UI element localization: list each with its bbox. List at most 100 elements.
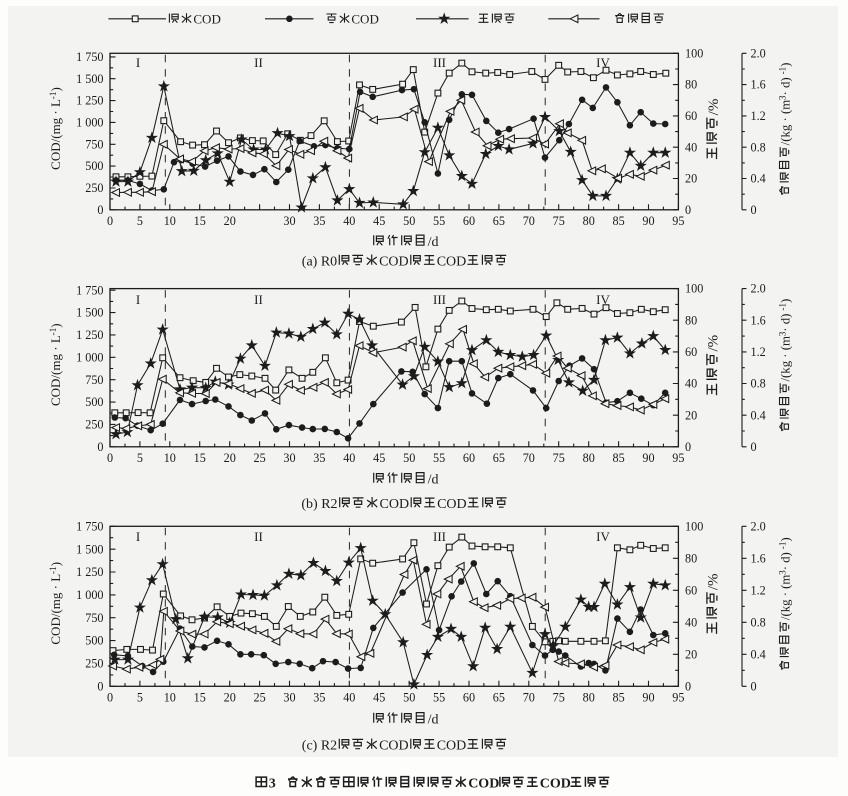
svg-text:1 500: 1 500 [76,72,103,86]
svg-text:(a) R0: (a) R0 [302,255,337,270]
svg-text:35: 35 [313,691,325,705]
svg-text:40: 40 [343,691,355,705]
svg-text:5: 5 [137,214,143,228]
svg-text:30: 30 [283,214,295,228]
svg-text:1 500: 1 500 [76,542,103,556]
svg-text:/d: /d [428,713,439,728]
svg-text:/%: /% [706,335,722,352]
svg-text:I: I [136,529,140,544]
svg-text:25: 25 [254,451,266,465]
svg-text:0.8: 0.8 [751,615,766,629]
svg-text:40: 40 [685,615,697,629]
svg-text:100: 100 [685,282,703,296]
svg-text:750: 750 [85,373,103,387]
svg-text:60: 60 [463,214,475,228]
svg-text:3: 3 [269,777,276,792]
svg-text:COD: COD [379,739,409,754]
svg-text:IV: IV [596,529,610,544]
svg-text:500: 500 [85,159,103,173]
svg-text:· d): · d) [779,552,793,570]
svg-text:20: 20 [685,647,697,661]
svg-text:35: 35 [313,214,325,228]
svg-text:85: 85 [613,214,625,228]
svg-text:· d): · d) [779,314,793,332]
svg-text:/%: /% [706,573,722,590]
svg-text:COD: COD [468,777,499,792]
svg-text:0: 0 [751,440,757,454]
svg-text:80: 80 [583,691,595,705]
svg-text:0: 0 [97,203,103,217]
svg-text:III: III [433,292,446,307]
svg-text:80: 80 [685,551,697,565]
svg-text:0.8: 0.8 [751,377,766,391]
svg-text:15: 15 [194,451,206,465]
svg-text:80: 80 [583,451,595,465]
svg-text:0: 0 [751,203,757,217]
svg-text:2.0: 2.0 [751,519,766,533]
svg-text:250: 250 [85,418,103,432]
svg-text:20: 20 [224,214,236,228]
svg-text:90: 90 [642,214,654,228]
svg-text:100: 100 [685,46,703,60]
svg-text:45: 45 [373,691,385,705]
svg-text:(c) R2: (c) R2 [302,739,337,754]
svg-text:55: 55 [433,691,445,705]
svg-text:70: 70 [523,691,535,705]
svg-text:65: 65 [493,691,505,705]
svg-text:20: 20 [224,691,236,705]
svg-text:COD/(mg · L: COD/(mg · L [48,99,63,170]
svg-text:80: 80 [685,313,697,327]
svg-text:-1: -1 [49,327,59,335]
svg-text:20: 20 [224,451,236,465]
svg-text:40: 40 [685,140,697,154]
svg-text:2.0: 2.0 [751,282,766,296]
svg-text:COD: COD [437,497,467,512]
svg-text:60: 60 [685,583,697,597]
svg-text:1.2: 1.2 [751,345,766,359]
svg-text:75: 75 [553,451,565,465]
svg-text:0: 0 [685,679,691,693]
svg-text:20: 20 [685,172,697,186]
svg-text:45: 45 [373,451,385,465]
svg-text:65: 65 [493,451,505,465]
svg-text:): ) [48,87,63,91]
svg-text:75: 75 [553,691,565,705]
svg-text:45: 45 [373,214,385,228]
svg-text:70: 70 [523,214,535,228]
svg-text:75: 75 [553,214,565,228]
svg-text:1 000: 1 000 [76,350,103,364]
svg-text:70: 70 [523,451,535,465]
svg-text:0: 0 [685,440,691,454]
svg-text:750: 750 [85,611,103,625]
svg-text:80: 80 [685,78,697,92]
svg-text:II: II [254,55,263,70]
svg-text:50: 50 [403,214,415,228]
svg-text:3: 3 [777,570,787,575]
svg-text:/(kg · (m: /(kg · (m [779,575,793,621]
svg-text:0: 0 [107,691,113,705]
svg-text:0: 0 [107,451,113,465]
svg-text:COD: COD [193,11,220,26]
svg-text:-1: -1 [49,91,59,99]
svg-text:COD/(mg · L: COD/(mg · L [48,335,63,406]
svg-text:750: 750 [85,137,103,151]
svg-text:100: 100 [685,519,703,533]
svg-text:50: 50 [403,691,415,705]
svg-text:30: 30 [283,691,295,705]
svg-text:COD: COD [437,739,467,754]
svg-text:60: 60 [463,451,475,465]
svg-text:-1: -1 [777,303,787,311]
svg-text:): ) [779,537,793,541]
svg-text:40: 40 [343,214,355,228]
svg-text:1 000: 1 000 [76,588,103,602]
svg-text:3: 3 [777,95,787,100]
svg-text:10: 10 [164,691,176,705]
svg-text:55: 55 [433,214,445,228]
svg-text:IV: IV [596,55,610,70]
svg-text:COD: COD [540,777,571,792]
svg-text:10: 10 [164,214,176,228]
svg-text:/d: /d [428,235,439,250]
svg-text:0: 0 [97,440,103,454]
svg-text:1 250: 1 250 [76,565,103,579]
svg-text:250: 250 [85,181,103,195]
